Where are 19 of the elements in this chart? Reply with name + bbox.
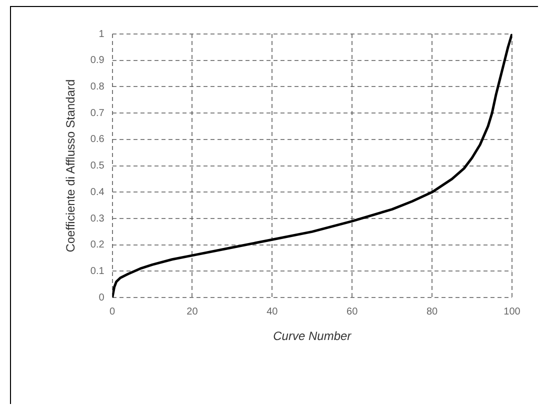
x-tick-label: 60 — [346, 306, 358, 318]
x-tick-label: 40 — [266, 306, 278, 318]
y-tick-label: 0.2 — [90, 240, 105, 251]
y-tick-label: 0 — [98, 292, 105, 304]
y-tick-label: 0.8 — [90, 81, 105, 92]
x-tick-label: 20 — [186, 306, 198, 318]
x-tick-label: 100 — [504, 306, 521, 318]
x-axis-title: Curve Number — [273, 329, 352, 344]
y-tick-label: 0.6 — [90, 134, 105, 146]
y-axis-title: Coefficiente di Afflusso Standard — [64, 79, 78, 252]
x-tick-label: 80 — [426, 306, 438, 318]
y-tick-label: 1 — [98, 28, 105, 40]
y-tick-label: 0.5 — [90, 160, 105, 172]
y-tick-label: 0.3 — [90, 213, 105, 224]
y-tick-label: 0.4 — [90, 186, 105, 198]
x-tick-label: 0 — [110, 306, 116, 318]
y-tick-label: 0.1 — [90, 266, 105, 277]
y-tick-label: 0.7 — [90, 108, 105, 119]
y-tick-label: 0.9 — [90, 55, 105, 66]
